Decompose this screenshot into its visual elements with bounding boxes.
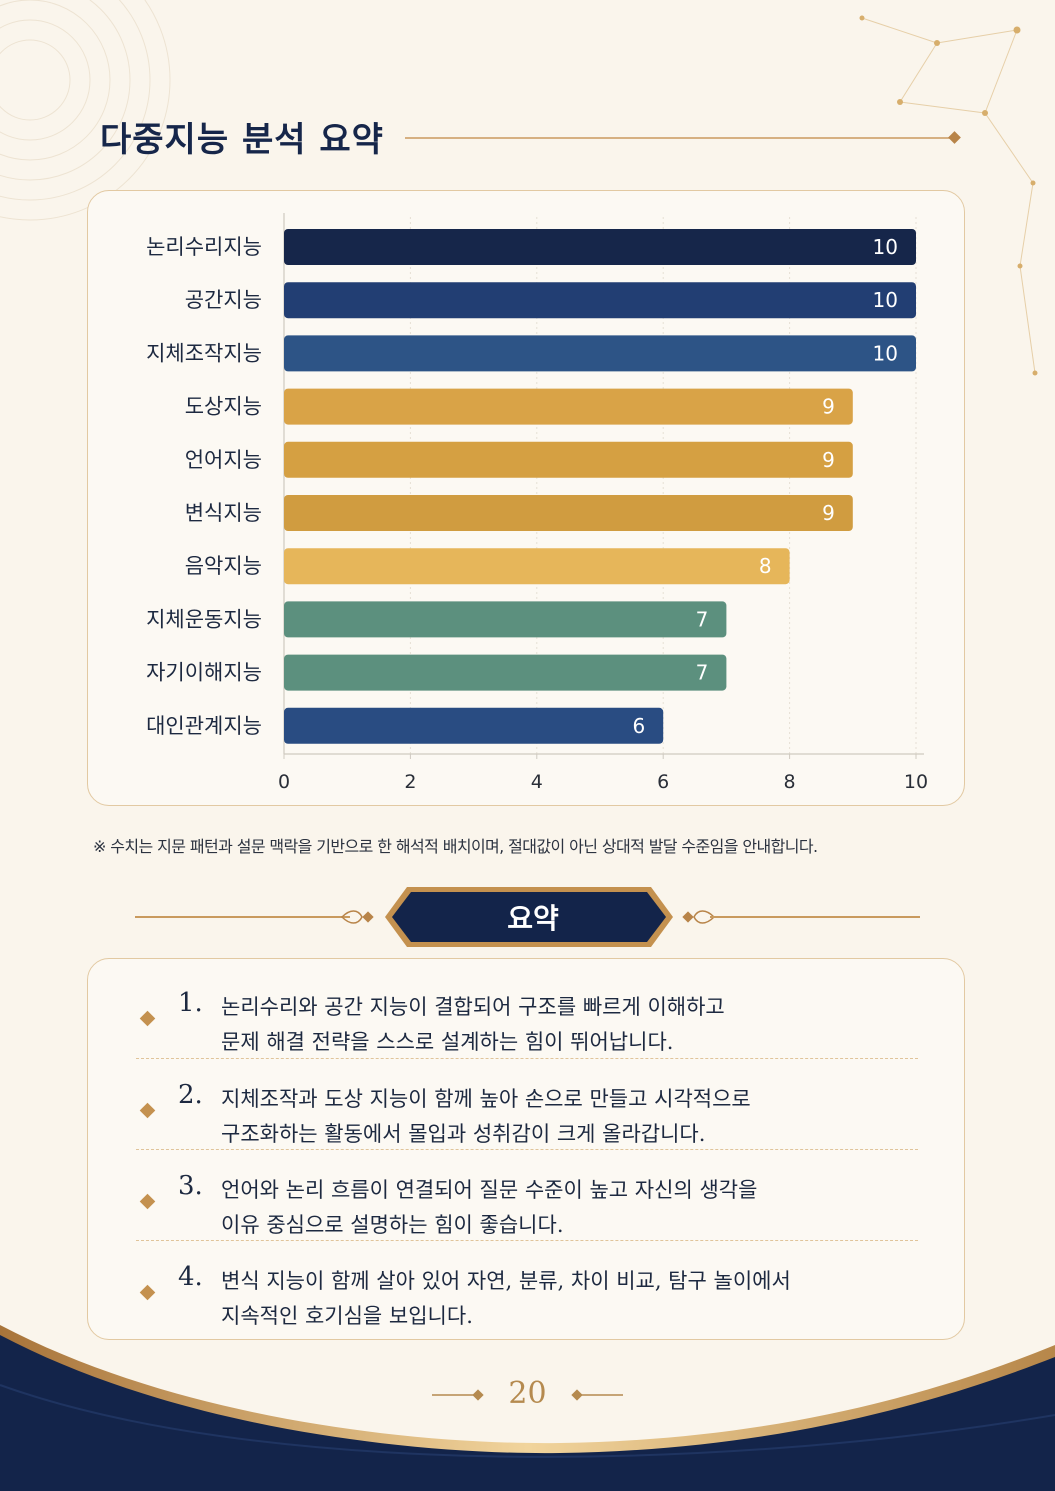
summary-item: 1. 논리수리와 공간 지능이 결합되어 구조를 빠르게 이해하고 문제 해결 … bbox=[136, 967, 918, 1058]
item-text: 논리수리와 공간 지능이 결합되어 구조를 빠르게 이해하고 문제 해결 전략을… bbox=[221, 990, 911, 1060]
bar bbox=[284, 654, 727, 691]
bar bbox=[284, 229, 916, 265]
title-divider bbox=[405, 131, 961, 144]
item-number: 3. bbox=[178, 1171, 203, 1201]
chart-footnote: ※ 수치는 지문 패턴과 설문 맥락을 기반으로 한 해석적 배치이며, 절대값… bbox=[93, 837, 818, 856]
bar-value-label: 7 bbox=[696, 607, 709, 631]
bar-value-label: 7 bbox=[696, 661, 709, 685]
summary-rule-left bbox=[135, 916, 350, 918]
bar-value-label: 8 bbox=[759, 554, 772, 578]
category-label: 대인관계지능 bbox=[146, 714, 262, 738]
item-text-line: 지속적인 호기심을 보입니다. bbox=[221, 1304, 473, 1328]
category-label: 언어지능 bbox=[185, 448, 262, 472]
summary-rule-right bbox=[710, 916, 920, 918]
bar bbox=[284, 335, 916, 372]
diamond-bullet-icon bbox=[139, 1102, 156, 1119]
bar-value-label: 10 bbox=[873, 235, 898, 259]
category-label: 지체운동지능 bbox=[146, 607, 262, 631]
summary-title: 요약 bbox=[507, 902, 559, 935]
x-tick-label: 0 bbox=[278, 771, 290, 793]
category-label: 변식지능 bbox=[185, 501, 262, 525]
category-label: 지체조작지능 bbox=[146, 341, 262, 365]
item-text-line: 이유 중심으로 설명하는 힘이 좋습니다. bbox=[221, 1213, 564, 1237]
diamond-bullet-icon bbox=[139, 1193, 156, 1210]
item-text-line: 논리수리와 공간 지능이 결합되어 구조를 빠르게 이해하고 bbox=[221, 995, 725, 1019]
summary-item: 4. 변식 지능이 함께 살아 있어 자연, 분류, 차이 비교, 탐구 놀이에… bbox=[136, 1240, 918, 1332]
bar-value-label: 10 bbox=[873, 341, 898, 365]
diamond-bullet-icon bbox=[139, 1010, 156, 1027]
x-tick-label: 8 bbox=[784, 771, 796, 793]
category-label: 도상지능 bbox=[185, 395, 262, 419]
footer-wave bbox=[0, 1325, 1055, 1491]
bar bbox=[284, 441, 853, 478]
category-label: 자기이해지능 bbox=[146, 661, 262, 685]
bar-value-label: 9 bbox=[822, 501, 835, 525]
x-tick-label: 4 bbox=[531, 771, 543, 793]
diamond-bullet-icon bbox=[139, 1284, 156, 1301]
item-text-line: 문제 해결 전략을 스스로 설계하는 힘이 뛰어납니다. bbox=[221, 1030, 674, 1054]
category-label: 음악지능 bbox=[185, 554, 262, 578]
page-number: 20 bbox=[508, 1376, 547, 1411]
flourish-right-icon bbox=[682, 910, 716, 924]
item-text-line: 구조화하는 활동에서 몰입과 성취감이 크게 올라갑니다. bbox=[221, 1122, 706, 1146]
x-tick-label: 2 bbox=[404, 771, 416, 793]
summary-card: 1. 논리수리와 공간 지능이 결합되어 구조를 빠르게 이해하고 문제 해결 … bbox=[87, 958, 965, 1340]
summary-badge bbox=[385, 887, 673, 947]
category-label: 공간지능 bbox=[185, 288, 262, 312]
page-title: 다중지능 분석 요약 bbox=[100, 120, 384, 160]
item-number: 1. bbox=[178, 988, 203, 1018]
bar bbox=[284, 548, 790, 585]
bar bbox=[284, 388, 853, 425]
item-text: 변식 지능이 함께 살아 있어 자연, 분류, 차이 비교, 탐구 놀이에서 지… bbox=[221, 1264, 911, 1334]
bar bbox=[284, 282, 916, 319]
page-number-rule-left bbox=[432, 1389, 484, 1401]
item-text-line: 변식 지능이 함께 살아 있어 자연, 분류, 차이 비교, 탐구 놀이에서 bbox=[221, 1269, 791, 1293]
summary-header: 요약 bbox=[135, 885, 920, 949]
x-tick-label: 6 bbox=[657, 771, 669, 793]
bar bbox=[284, 601, 727, 638]
item-number: 4. bbox=[178, 1262, 203, 1292]
bar bbox=[284, 707, 664, 744]
summary-item: 3. 언어와 논리 흐름이 연결되어 질문 수준이 높고 자신의 생각을 이유 … bbox=[136, 1149, 918, 1241]
category-label: 논리수리지능 bbox=[146, 235, 262, 259]
item-text-line: 언어와 논리 흐름이 연결되어 질문 수준이 높고 자신의 생각을 bbox=[221, 1178, 758, 1202]
bar-value-label: 9 bbox=[822, 395, 835, 419]
summary-item: 2. 지체조작과 도상 지능이 함께 높아 손으로 만들고 시각적으로 구조화하… bbox=[136, 1058, 918, 1150]
bar-value-label: 6 bbox=[632, 714, 645, 738]
item-text: 언어와 논리 흐름이 연결되어 질문 수준이 높고 자신의 생각을 이유 중심으… bbox=[221, 1173, 911, 1243]
page-number-rule-right bbox=[571, 1389, 623, 1401]
background-decoration bbox=[0, 0, 1038, 376]
item-text: 지체조작과 도상 지능이 함께 높아 손으로 만들고 시각적으로 구조화하는 활… bbox=[221, 1082, 911, 1152]
bar-chart: 0 2 4 6 8 10 논리수리지능 10 공간지능 10 지체조작지능 10 도상지능 9 언어지능 9 변… bbox=[146, 213, 928, 793]
bar-value-label: 10 bbox=[873, 288, 898, 312]
chart-card: 0 2 4 6 8 10 논리수리지능 10 공간지능 10 지체조작지능 10 도상지능 9 언어지능 9 변… bbox=[87, 190, 965, 806]
x-tick-label: 10 bbox=[904, 771, 928, 793]
bar bbox=[284, 495, 853, 531]
bar-value-label: 9 bbox=[822, 448, 835, 472]
item-text-line: 지체조작과 도상 지능이 함께 높아 손으로 만들고 시각적으로 bbox=[221, 1087, 751, 1111]
flourish-left-icon bbox=[340, 910, 374, 924]
item-number: 2. bbox=[178, 1080, 203, 1110]
